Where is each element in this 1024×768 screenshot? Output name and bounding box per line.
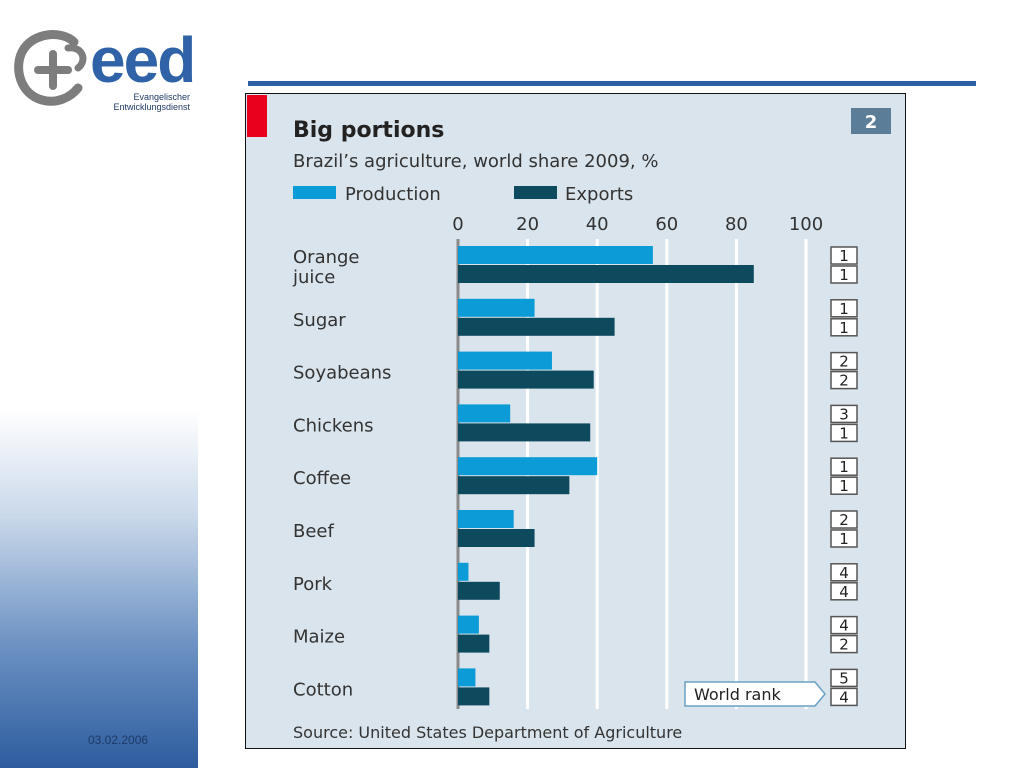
rank-box-exports — [830, 265, 858, 284]
footer-date: 03.02.2006 — [88, 733, 149, 747]
bar-production — [458, 404, 511, 423]
category-label: Cotton — [293, 679, 353, 700]
rank-value-production: 2 — [839, 511, 849, 529]
rank-value-production: 2 — [839, 353, 849, 371]
bar-exports — [458, 476, 570, 495]
world-rank-label: World rank — [694, 685, 781, 704]
bar-exports — [458, 265, 754, 283]
logo-line-2: Entwicklungsdienst — [113, 102, 190, 112]
category-label: Sugar — [293, 310, 346, 331]
rank-box-exports — [830, 529, 858, 548]
rank-value-production: 1 — [839, 300, 849, 318]
legend-label-exports: Exports — [565, 184, 633, 205]
x-tick-label: 0 — [452, 214, 463, 235]
rank-value-production: 3 — [839, 405, 849, 423]
chart-number-text: 2 — [865, 112, 878, 133]
accent-bar — [247, 95, 267, 137]
rank-value-exports: 4 — [839, 583, 849, 601]
legend-label-production: Production — [345, 184, 441, 205]
rank-box-production — [830, 404, 858, 424]
bar-exports — [458, 317, 615, 336]
bar-exports — [458, 687, 490, 706]
rank-box-exports — [830, 582, 858, 601]
rank-value-exports: 1 — [839, 266, 849, 284]
legend-swatch-production — [293, 186, 336, 199]
world-rank-callout — [684, 681, 826, 707]
category-label: Coffee — [293, 468, 351, 489]
bar-exports — [458, 370, 594, 389]
rank-value-exports: 1 — [839, 477, 849, 495]
header-rule — [248, 81, 976, 86]
bar-chart: 2 Big portions Brazil’s agriculture, world… — [247, 95, 891, 742]
chart-title: Big portions — [293, 118, 444, 143]
bar-production — [458, 351, 552, 370]
bar-production — [458, 562, 469, 581]
bar-exports — [458, 423, 591, 442]
bar-production — [458, 246, 653, 264]
eed-logo-icon — [14, 30, 87, 106]
chart-source: Source: United States Department of Agri… — [293, 723, 682, 742]
rank-value-production: 1 — [839, 458, 849, 476]
rank-box-exports — [830, 423, 858, 443]
category-label: Chickens — [293, 415, 374, 436]
rank-box-exports — [830, 476, 858, 495]
chart-number-badge — [851, 108, 891, 134]
bar-exports — [458, 529, 535, 547]
bar-production — [458, 668, 476, 687]
bar-production — [458, 615, 479, 634]
rank-box-production — [830, 457, 858, 476]
rank-value-production: 5 — [839, 669, 849, 687]
category-label: Orange juice — [292, 247, 360, 288]
x-tick-label: 80 — [725, 214, 748, 235]
bar-production — [458, 298, 535, 317]
x-tick-label: 60 — [655, 214, 678, 235]
chart-subtitle: Brazil’s agriculture, world share 2009, … — [293, 151, 658, 172]
rank-value-production: 1 — [839, 247, 849, 265]
rank-box-production — [830, 615, 858, 635]
category-label: Beef — [293, 521, 334, 542]
bar-exports — [458, 634, 490, 653]
rank-box-production — [830, 563, 858, 582]
category-label: Soyabeans — [293, 363, 391, 384]
rank-box-production — [830, 299, 858, 318]
side-gradient — [0, 410, 198, 768]
logo-subtitle: Evangelischer Entwicklungsdienst — [82, 92, 190, 112]
rank-box-production — [830, 246, 858, 265]
legend-swatch-exports — [514, 186, 557, 199]
x-tick-label: 20 — [516, 214, 539, 235]
rank-box-production — [830, 351, 858, 371]
rank-value-production: 4 — [839, 617, 849, 635]
rank-box-production — [830, 668, 858, 688]
bar-production — [458, 510, 514, 528]
x-tick-label: 100 — [789, 214, 823, 235]
chart-panel: 2 Big portions Brazil’s agriculture, world… — [245, 93, 906, 749]
eed-logo: eed Evangelischer Entwicklungsdienst — [12, 28, 196, 114]
category-label: Maize — [293, 627, 345, 648]
rank-value-exports: 2 — [839, 372, 849, 390]
rank-box-exports — [830, 634, 858, 654]
bar-exports — [458, 581, 500, 600]
rank-box-exports — [830, 687, 858, 707]
rank-value-exports: 1 — [839, 424, 849, 442]
rank-value-exports: 1 — [839, 319, 849, 337]
rank-value-exports: 4 — [839, 688, 849, 706]
rank-box-exports — [830, 370, 858, 390]
category-label: Pork — [293, 574, 333, 595]
x-tick-label: 40 — [586, 214, 609, 235]
rank-value-exports: 2 — [839, 636, 849, 654]
rank-value-exports: 1 — [839, 530, 849, 548]
logo-line-1: Evangelischer — [133, 92, 190, 102]
rank-box-production — [830, 510, 858, 529]
bar-production — [458, 457, 598, 476]
rank-value-production: 4 — [839, 564, 849, 582]
rank-box-exports — [830, 318, 858, 337]
logo-wordmark: eed — [90, 24, 196, 96]
